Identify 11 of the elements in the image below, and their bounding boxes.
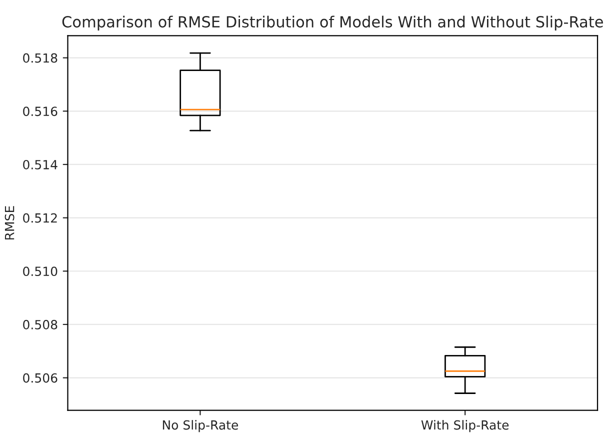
x-tick-label: No Slip-Rate <box>162 420 238 432</box>
y-tick-label: 0.514 <box>23 160 58 170</box>
x-tick-label: With Slip-Rate <box>421 420 509 432</box>
y-tick-label: 0.508 <box>23 320 58 330</box>
y-tick-label: 0.506 <box>23 373 58 383</box>
y-tick-label: 0.512 <box>23 213 57 223</box>
y-tick-label: 0.516 <box>23 106 58 116</box>
y-tick-label: 0.510 <box>23 266 58 276</box>
y-tick-label: 0.518 <box>23 53 58 63</box>
y-axis-title: RMSE <box>4 206 14 240</box>
chart-title: Comparison of RMSE Distribution of Models With and Without Slip-Rate <box>62 16 603 31</box>
